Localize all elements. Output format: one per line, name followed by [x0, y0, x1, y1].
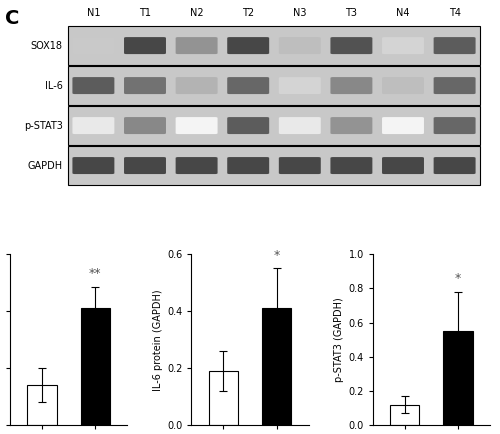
Text: T3: T3 [346, 8, 358, 18]
FancyBboxPatch shape [68, 146, 480, 184]
FancyBboxPatch shape [227, 157, 269, 174]
FancyBboxPatch shape [227, 77, 269, 94]
Text: **: ** [89, 267, 102, 280]
FancyBboxPatch shape [124, 117, 166, 134]
Bar [80, 308, 110, 425]
FancyBboxPatch shape [227, 37, 269, 54]
FancyBboxPatch shape [434, 117, 476, 134]
Bar [209, 371, 238, 425]
Text: SOX18: SOX18 [31, 41, 63, 51]
Bar [262, 308, 291, 425]
FancyBboxPatch shape [434, 157, 476, 174]
Text: N2: N2 [190, 8, 203, 18]
Text: N3: N3 [293, 8, 306, 18]
Text: GAPDH: GAPDH [28, 161, 63, 171]
Text: p-STAT3: p-STAT3 [24, 121, 63, 131]
Text: C: C [5, 10, 20, 28]
FancyBboxPatch shape [68, 26, 480, 65]
FancyBboxPatch shape [330, 37, 372, 54]
FancyBboxPatch shape [279, 157, 321, 174]
Text: N4: N4 [396, 8, 410, 18]
FancyBboxPatch shape [382, 157, 424, 174]
FancyBboxPatch shape [434, 77, 476, 94]
FancyBboxPatch shape [68, 66, 480, 105]
FancyBboxPatch shape [227, 117, 269, 134]
FancyBboxPatch shape [124, 37, 166, 54]
FancyBboxPatch shape [176, 77, 218, 94]
Bar [28, 385, 56, 425]
FancyBboxPatch shape [279, 37, 321, 54]
FancyBboxPatch shape [330, 77, 372, 94]
FancyBboxPatch shape [382, 77, 424, 94]
Bar [444, 331, 472, 425]
Text: *: * [274, 249, 280, 262]
Text: N1: N1 [86, 8, 100, 18]
Text: T1: T1 [139, 8, 151, 18]
Y-axis label: IL-6 protein (GAPDH): IL-6 protein (GAPDH) [153, 289, 163, 391]
FancyBboxPatch shape [434, 37, 476, 54]
FancyBboxPatch shape [176, 117, 218, 134]
FancyBboxPatch shape [330, 117, 372, 134]
FancyBboxPatch shape [124, 77, 166, 94]
Text: T4: T4 [448, 8, 460, 18]
FancyBboxPatch shape [382, 37, 424, 54]
FancyBboxPatch shape [330, 157, 372, 174]
Text: T2: T2 [242, 8, 254, 18]
FancyBboxPatch shape [176, 37, 218, 54]
Y-axis label: p-STAT3 (GAPDH): p-STAT3 (GAPDH) [334, 297, 344, 382]
FancyBboxPatch shape [279, 117, 321, 134]
FancyBboxPatch shape [72, 37, 114, 54]
FancyBboxPatch shape [279, 77, 321, 94]
FancyBboxPatch shape [176, 157, 218, 174]
FancyBboxPatch shape [72, 157, 114, 174]
FancyBboxPatch shape [124, 157, 166, 174]
Text: *: * [455, 272, 461, 285]
Bar [390, 405, 420, 425]
FancyBboxPatch shape [72, 77, 114, 94]
Text: IL-6: IL-6 [45, 81, 63, 91]
FancyBboxPatch shape [72, 117, 114, 134]
FancyBboxPatch shape [382, 117, 424, 134]
FancyBboxPatch shape [68, 106, 480, 145]
